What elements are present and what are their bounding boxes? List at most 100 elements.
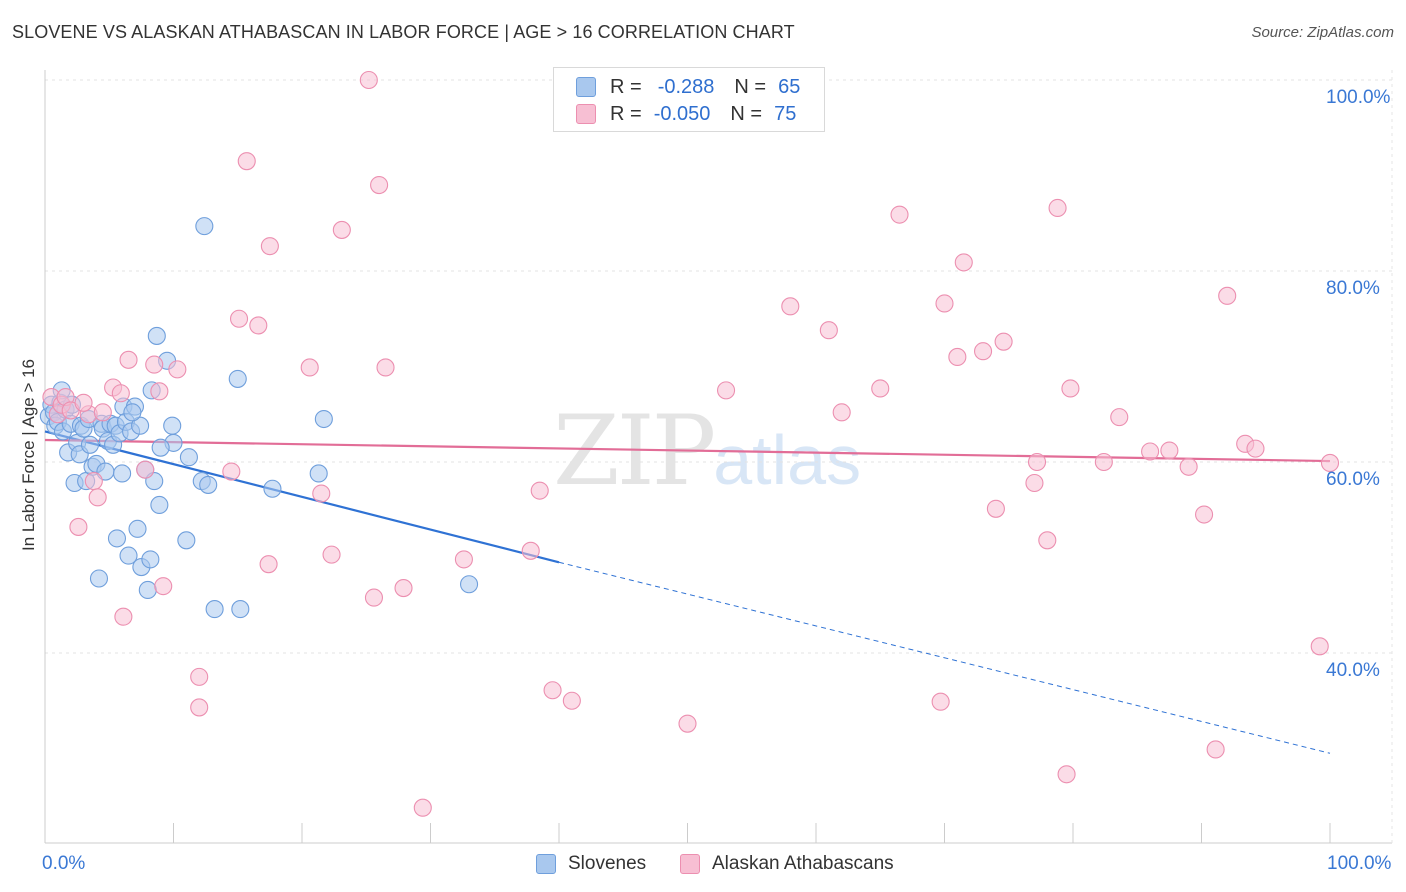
athabascans-point — [832, 403, 851, 422]
slovenes-point — [123, 403, 142, 422]
athabascans-point — [370, 176, 389, 195]
athabascans-point — [69, 517, 88, 536]
athabascans-point — [948, 347, 967, 367]
athabascans-point — [1094, 452, 1113, 472]
slovenes-point — [314, 409, 333, 429]
y-tick-label-100: 100.0% — [1326, 87, 1391, 108]
athabascans-point — [454, 550, 473, 569]
athabascans-point — [562, 691, 581, 710]
slovenes-point — [151, 438, 170, 457]
athabascans-point — [119, 350, 138, 369]
slovenes-point — [138, 580, 157, 600]
slovenes-point — [309, 464, 328, 483]
athabascans-point — [1038, 531, 1057, 550]
slovenes-point — [107, 529, 127, 548]
athabascans-point — [954, 253, 973, 272]
athabascans-point — [229, 309, 249, 328]
slovenes-point — [177, 531, 196, 550]
legend-row-slovenes: R = -0.288 N = 65 — [576, 74, 800, 100]
slovenes-point — [459, 575, 479, 594]
athabascans-point — [168, 360, 187, 379]
slovenes-point — [128, 519, 147, 538]
slovenes-point — [195, 217, 214, 236]
athabascans-point — [84, 472, 103, 491]
athabascans-point — [114, 607, 133, 626]
athabascans-point — [781, 297, 800, 316]
athabascans-r-value: -0.050 — [653, 102, 711, 125]
athabascans-point — [1195, 505, 1214, 524]
slovenes-point — [199, 475, 218, 494]
athabascans-point — [136, 460, 155, 479]
athabascans-point — [1027, 452, 1047, 472]
athabascans-point — [364, 588, 384, 607]
athabascans-point — [190, 667, 209, 686]
slovenes-r-value: -0.288 — [657, 75, 715, 98]
athabascans-point — [819, 321, 838, 340]
athabascans-point — [145, 355, 164, 374]
athabascans-point — [249, 316, 268, 335]
trend-lines — [44, 430, 1331, 754]
athabascans-point — [1110, 408, 1129, 427]
slovenes-point — [179, 448, 198, 467]
y-tick-label-60: 60.0% — [1326, 469, 1380, 490]
slovenes-trend-extension — [558, 561, 1331, 754]
athabascans-point — [716, 381, 736, 400]
athabascans-n-value: 75 — [774, 102, 797, 125]
athabascans-point — [1061, 379, 1080, 398]
legend-row-athabascans: R = -0.050 N = 75 — [576, 101, 796, 127]
athabascans-legend-swatch — [680, 854, 700, 874]
slovenes-legend-swatch — [536, 854, 556, 874]
slovenes-point — [141, 550, 160, 569]
axes — [44, 70, 1393, 844]
athabascans-point — [986, 499, 1005, 518]
watermark: ZIPatlas — [553, 395, 861, 507]
slovenes-r-label: R = — [610, 75, 642, 98]
athabascans-point — [931, 692, 950, 711]
athabascans-point — [1206, 740, 1225, 759]
athabascans-point — [890, 205, 909, 224]
athabascans-point — [1246, 439, 1265, 458]
athabascans-point — [312, 484, 331, 503]
watermark-atlas: atlas — [713, 421, 862, 499]
athabascans-point — [1048, 198, 1067, 218]
source-label: Source: ZipAtlas.com — [1251, 24, 1394, 41]
athabascans-point — [376, 358, 395, 377]
athabascans-r-label: R = — [610, 102, 642, 125]
athabascans-point — [1141, 442, 1160, 461]
athabascans-point — [300, 358, 319, 377]
athabascans-point — [154, 577, 173, 596]
chart-title: SLOVENE VS ALASKAN ATHABASCAN IN LABOR F… — [12, 22, 795, 42]
athabascans-point — [973, 342, 993, 361]
slovenes-swatch — [576, 77, 596, 97]
athabascans-point — [1310, 637, 1329, 656]
slovenes-point — [150, 495, 169, 515]
athabascans-point — [935, 294, 954, 313]
slovenes-point — [228, 369, 247, 388]
slovenes-point — [163, 416, 182, 435]
x-tick-label-max: 100.0% — [1327, 853, 1392, 874]
athabascans-trend-line — [44, 438, 1331, 463]
athabascans-point — [190, 698, 209, 717]
slovenes-legend-label: Slovenes — [568, 853, 647, 874]
athabascans-point — [93, 403, 112, 422]
slovenes-point — [113, 464, 132, 483]
y-tick-label-40: 40.0% — [1326, 660, 1380, 681]
athabascans-point — [413, 798, 432, 817]
athabascans-point — [322, 545, 341, 564]
athabascans-point — [111, 384, 130, 403]
slovenes-point — [119, 546, 138, 565]
slovenes-point — [263, 479, 282, 498]
athabascans-point — [222, 462, 241, 481]
athabascans-swatch — [576, 104, 596, 124]
y-tick-label-80: 80.0% — [1326, 278, 1380, 299]
slovenes-point — [131, 416, 150, 435]
athabascans-legend-label: Alaskan Athabascans — [712, 853, 894, 874]
slovenes-point — [89, 569, 109, 588]
athabascans-point — [237, 152, 256, 171]
legend-item-athabascans: Alaskan Athabascans — [680, 851, 894, 877]
slovenes-point — [205, 600, 224, 619]
athabascans-point — [521, 541, 540, 560]
x-tick-label-min: 0.0% — [42, 853, 86, 874]
athabascans-point — [1025, 473, 1044, 493]
athabascans-point — [1218, 286, 1237, 305]
